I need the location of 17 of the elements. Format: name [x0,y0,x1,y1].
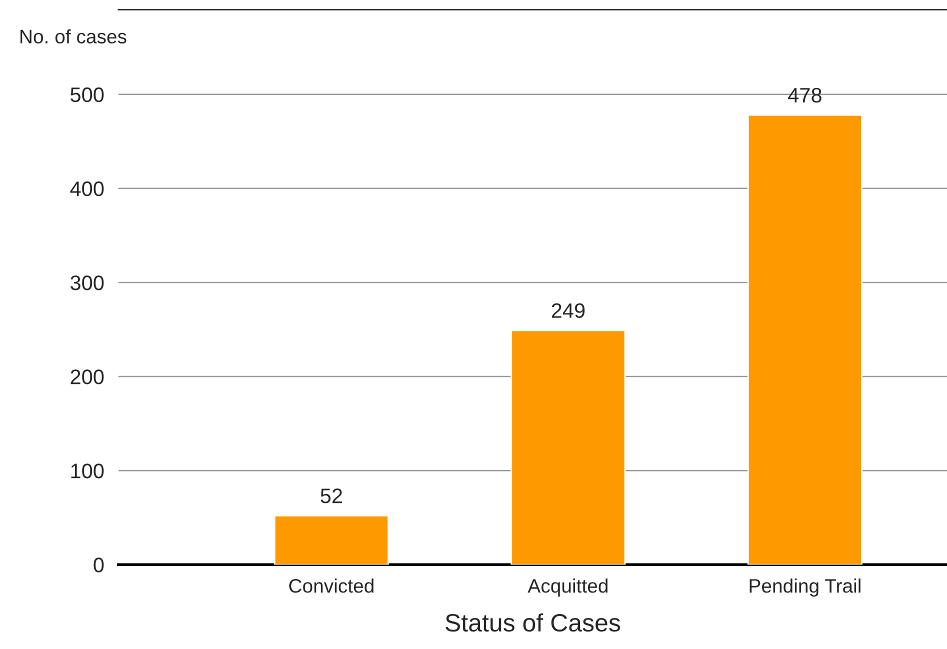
data-label: 52 [320,488,342,504]
y-tick-label: 500 [70,87,104,102]
y-tick-label: 300 [70,275,104,290]
y-axis-title: No. of cases [20,29,126,44]
data-label: 249 [552,303,585,318]
bar [510,330,626,565]
y-tick-label: 100 [71,464,104,478]
data-label: 478 [788,88,822,103]
y-tick-label: 400 [70,181,104,196]
x-axis-title: Status of Cases [446,613,620,632]
x-tick-label: Pending Trail [750,578,860,597]
bar [274,515,389,565]
y-tick-label: 0 [94,558,104,572]
y-tick-label: 200 [70,370,104,384]
x-tick-label: Convicted [289,578,374,593]
bar [747,114,862,565]
x-tick-label: Acquitted [528,578,608,597]
